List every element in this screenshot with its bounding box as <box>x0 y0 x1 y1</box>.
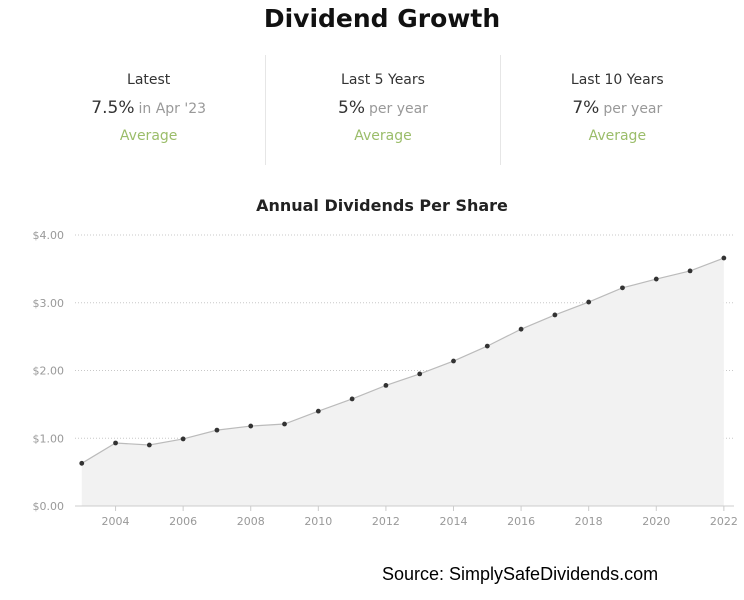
data-point <box>146 442 152 448</box>
data-point <box>620 285 625 291</box>
data-point <box>248 423 254 429</box>
data-point <box>687 268 693 274</box>
stat-suffix: per year <box>369 101 428 117</box>
x-tick-label: 2016 <box>507 515 535 528</box>
x-tick-label: 2008 <box>237 515 265 528</box>
data-point <box>653 276 659 282</box>
stat-label: Last 5 Years <box>341 72 425 88</box>
x-tick-label: 2004 <box>102 515 130 528</box>
stat-suffix: per year <box>603 101 663 117</box>
stat-value: 5% <box>338 98 365 118</box>
y-tick-label: $1.00 <box>33 432 65 445</box>
y-tick-label: $0.00 <box>33 500 65 513</box>
stat-tag: Average <box>119 128 178 144</box>
data-point <box>518 326 524 332</box>
data-point <box>484 343 490 349</box>
stat-last-5-years: Last 5 Years 5% per year Average <box>265 55 499 165</box>
y-tick-label: $4.00 <box>33 229 65 242</box>
stat-latest: Latest 7.5% in Apr '23 Average <box>32 55 265 165</box>
series-line <box>81 257 725 464</box>
data-point <box>451 358 456 364</box>
data-point <box>721 255 727 261</box>
data-point <box>79 460 85 466</box>
x-tick-label: 2020 <box>642 515 670 528</box>
y-tick-label: $3.00 <box>33 297 65 310</box>
y-tick-label: $2.00 <box>33 365 65 378</box>
chart-title: Annual Dividends Per Share <box>256 196 508 215</box>
page-title: Dividend Growth <box>263 4 501 33</box>
data-point <box>417 371 423 377</box>
stat-value: 7.5% <box>91 98 135 118</box>
x-tick-label: 2010 <box>304 515 332 528</box>
series-area <box>81 258 724 506</box>
x-tick-label: 2022 <box>710 515 738 528</box>
stat-tag: Average <box>354 128 412 144</box>
stat-value-row: 7% per year <box>501 98 734 118</box>
data-point <box>113 440 118 446</box>
stat-tag: Average <box>588 128 647 144</box>
x-tick-label: 2018 <box>575 515 603 528</box>
stat-label: Last 10 Years <box>570 72 664 88</box>
data-point <box>315 408 321 414</box>
data-point <box>282 421 287 427</box>
stat-suffix: in Apr '23 <box>138 101 207 117</box>
x-tick-label: 2014 <box>440 515 468 528</box>
stat-value-row: 5% per year <box>266 98 499 118</box>
data-point <box>552 312 558 318</box>
data-point <box>383 383 389 388</box>
source-credit: Source: SimplySafeDividends.com <box>382 564 659 584</box>
x-tick-label: 2012 <box>372 515 400 528</box>
data-point <box>214 427 220 433</box>
data-point <box>180 436 186 442</box>
stat-last-10-years: Last 10 Years 7% per year Average <box>499 55 734 165</box>
stat-value-row: 7.5% in Apr '23 <box>32 98 265 118</box>
stats-row: Latest 7.5% in Apr '23 Average Last 5 Yea… <box>32 55 734 165</box>
stat-label: Latest <box>127 72 171 88</box>
data-point <box>349 396 355 402</box>
x-tick-label: 2006 <box>169 515 197 528</box>
data-point <box>586 299 592 305</box>
stat-value: 7% <box>572 98 600 118</box>
